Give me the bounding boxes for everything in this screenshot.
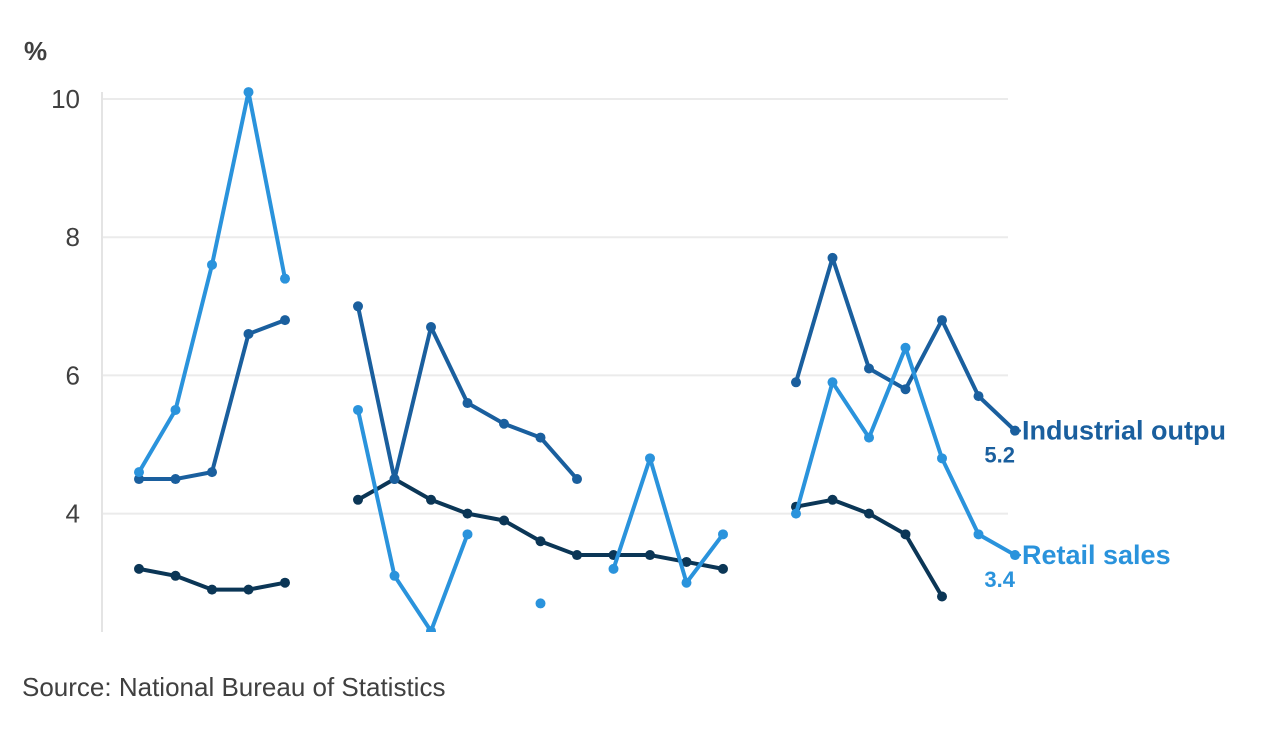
data-point [499,418,509,429]
data-point [791,377,801,388]
data-point [681,577,692,588]
data-point [1010,425,1020,436]
series-line [356,407,470,632]
data-point [426,494,436,505]
series-unlabelled [134,474,947,602]
series-name-label: Industrial outpu [1022,416,1226,446]
y-tick-label: 8 [66,222,80,252]
data-point [535,536,546,547]
data-point [389,570,400,581]
data-point [864,508,874,519]
data-point [462,398,473,409]
series-labels: Industrial outpu 5.2 Retail sales 3.4 [984,416,1226,592]
data-point [973,391,984,402]
series-line [137,90,287,475]
data-point [426,626,436,632]
series-industrial-output [134,252,1020,485]
data-point [207,259,217,270]
data-point [827,377,838,388]
data-point [280,273,290,284]
data-point [973,529,984,540]
data-point [462,529,473,540]
data-point [389,474,400,485]
data-point [134,474,144,485]
data-point [718,563,728,574]
data-point [864,363,874,374]
data-point [608,563,619,574]
data-point [681,556,692,567]
data-point [170,404,181,415]
data-point [572,550,582,561]
data-point [499,515,509,526]
gridlines [102,98,1008,515]
data-point [353,494,363,505]
data-point [243,328,254,339]
source-note: Source: National Bureau of Statistics [22,672,445,702]
series [134,87,1020,632]
data-point [462,508,473,519]
series-retail-sales [134,87,1020,632]
end-value-label: 3.4 [984,567,1015,592]
data-point [280,315,290,326]
data-point [170,570,181,581]
data-point [535,432,546,443]
data-point [900,342,911,353]
data-point [243,87,254,98]
data-point [864,432,874,443]
data-point [827,252,838,263]
data-point [207,467,217,478]
series-line [794,345,1017,558]
data-point [207,584,217,595]
data-point [572,474,582,485]
data-point [645,453,655,464]
series-line [137,318,287,482]
data-point [900,529,911,540]
data-point [645,550,655,561]
data-point [170,474,181,485]
end-value-label: 5.2 [984,443,1015,468]
data-point [353,404,363,415]
series-name-label: Retail sales [1022,540,1171,570]
data-point [426,322,436,333]
series-line [611,456,725,585]
data-point [134,467,144,478]
y-tick-label: 4 [66,499,80,529]
data-point [791,508,801,519]
data-point [280,577,290,588]
data-point [243,584,254,595]
data-point [827,494,838,505]
data-point [937,453,947,464]
y-unit-label: % [24,36,47,66]
data-point [535,598,546,609]
data-point [937,315,947,326]
data-point [1010,550,1020,561]
data-point [718,529,728,540]
series-line [356,304,579,482]
data-point [134,563,144,574]
y-tick-label: 10 [51,84,80,114]
data-point [900,384,911,395]
y-tick-label: 6 [66,360,80,390]
data-point [353,301,363,312]
y-axis: % 10 8 6 4 [24,36,103,632]
data-point [937,591,947,602]
